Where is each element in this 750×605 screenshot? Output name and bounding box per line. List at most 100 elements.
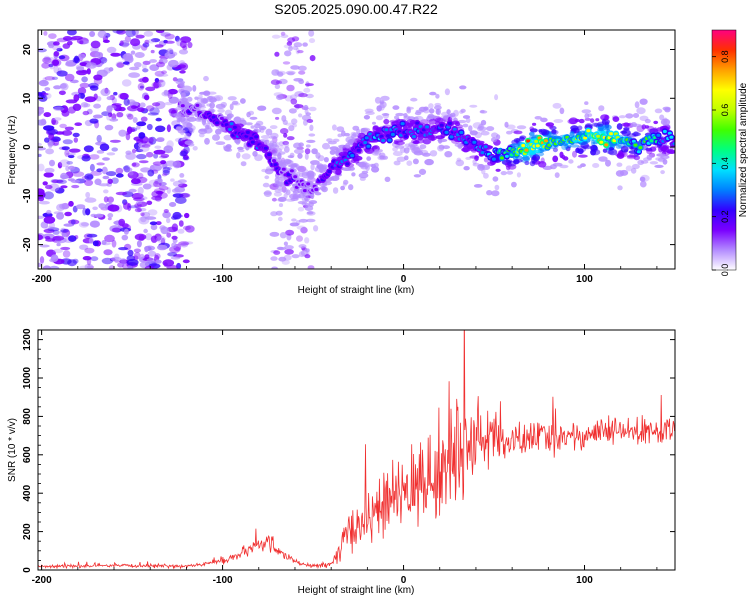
spectrogram-cell bbox=[283, 187, 288, 194]
spectrogram-cell bbox=[51, 179, 64, 184]
spectrogram-cell bbox=[144, 216, 157, 220]
spectrogram-cell bbox=[70, 179, 80, 184]
spectrogram-cell bbox=[45, 226, 55, 230]
spectrogram-cell bbox=[424, 158, 434, 166]
spectrogram-cell bbox=[308, 201, 314, 207]
spectrogram-cell bbox=[418, 168, 427, 175]
spectrogram-cell bbox=[134, 52, 145, 58]
spectrogram-cell bbox=[145, 105, 155, 112]
spectrogram-ridge-cell bbox=[483, 145, 488, 149]
spectrogram-cell bbox=[126, 258, 139, 266]
spectrogram-ridge-cell bbox=[390, 132, 395, 137]
spectrogram-cell bbox=[84, 197, 97, 203]
spectrogram-ridge-cell bbox=[327, 169, 332, 174]
spectrogram-cell bbox=[147, 169, 155, 177]
spectrogram-cell bbox=[115, 191, 128, 196]
spectrogram-cell bbox=[187, 41, 193, 49]
spectrogram-cell bbox=[297, 50, 304, 54]
spectrogram-cell bbox=[38, 196, 45, 202]
spectrogram-cell bbox=[130, 38, 141, 47]
spectrogram-cell bbox=[396, 156, 406, 162]
spectrogram-cell bbox=[632, 113, 640, 118]
spectrogram-cell bbox=[166, 48, 174, 54]
spectrogram-cell bbox=[626, 154, 636, 158]
spectrogram-cell bbox=[289, 222, 300, 227]
spectrogram-cell bbox=[56, 212, 65, 220]
spectrogram-cell bbox=[169, 202, 177, 207]
spectrogram-ridge-cell bbox=[599, 140, 604, 144]
spectrogram-cell bbox=[591, 139, 596, 147]
spectrogram-cell bbox=[528, 131, 535, 137]
spectrogram-cell bbox=[564, 143, 569, 149]
spectrogram-cell bbox=[39, 256, 45, 264]
spectrogram-ridge-cell bbox=[219, 116, 224, 120]
spectrogram-cell bbox=[166, 124, 171, 133]
spectrogram-ridge-cell bbox=[472, 140, 477, 144]
spectrogram-cell bbox=[639, 115, 649, 122]
spectrogram-cell bbox=[180, 192, 191, 198]
spectrogram-cell bbox=[72, 132, 80, 138]
spectrogram-cell bbox=[423, 108, 430, 114]
spectrogram-ridge-cell bbox=[656, 133, 661, 137]
spectrogram-cell bbox=[58, 90, 66, 96]
spectrogram-cell bbox=[298, 244, 307, 249]
spectrogram-cell bbox=[304, 237, 310, 244]
spectrogram-cell bbox=[313, 225, 319, 232]
spectrogram-cell bbox=[135, 148, 144, 153]
spectrogram-cell bbox=[298, 251, 305, 258]
spectrogram-cell bbox=[281, 115, 287, 122]
spectrogram-cell bbox=[43, 112, 52, 118]
spectrogram-cell bbox=[292, 190, 300, 194]
spectrogram-cell bbox=[472, 162, 480, 167]
spectrogram-cell bbox=[172, 211, 182, 220]
spectrogram-cell bbox=[89, 31, 96, 37]
spectrogram-cell bbox=[395, 112, 405, 117]
spectrogram-cell bbox=[114, 105, 123, 112]
spectrogram-cell bbox=[147, 112, 159, 116]
spectrogram-cell bbox=[420, 119, 429, 125]
spectrogram-cell bbox=[179, 40, 187, 49]
spectrogram-cell bbox=[480, 119, 487, 126]
spectrogram-cell bbox=[115, 173, 124, 178]
spectrogram-cell bbox=[351, 172, 356, 177]
spectrogram-cell bbox=[141, 63, 147, 70]
spectrogram-cell bbox=[45, 184, 53, 190]
spectrogram-cell bbox=[639, 98, 648, 105]
spectrogram-ridge-cell bbox=[345, 162, 350, 166]
spectrogram-cell bbox=[289, 94, 297, 100]
spectrogram-cell bbox=[42, 265, 52, 269]
spectrogram-ridge-cell bbox=[596, 134, 601, 138]
spectrogram-cell bbox=[123, 98, 130, 106]
spectrogram-cell bbox=[273, 191, 282, 197]
spectrogram-cell bbox=[38, 79, 49, 87]
spectrogram-cell bbox=[645, 125, 655, 130]
spectrogram-cell bbox=[363, 115, 370, 120]
spectrogram-cell bbox=[245, 122, 253, 126]
spectrogram-cell bbox=[337, 144, 347, 148]
spectrogram-cell bbox=[570, 125, 579, 131]
spectrogram-cell bbox=[154, 145, 162, 149]
spectrogram-ridge-cell bbox=[267, 152, 272, 157]
spectrogram-cell bbox=[495, 168, 501, 172]
spectrogram-cell bbox=[171, 188, 181, 193]
spectrogram-cell bbox=[179, 70, 186, 74]
spectrogram-cell bbox=[184, 212, 190, 219]
spectrogram-cell bbox=[172, 193, 184, 198]
spectrogram-cell bbox=[101, 257, 114, 265]
spectrogram-cell bbox=[462, 123, 469, 128]
spectrogram-cell bbox=[236, 152, 241, 159]
spectrogram-cell bbox=[329, 149, 336, 155]
spectrogram-cell bbox=[93, 74, 103, 81]
spectrogram-cell bbox=[305, 144, 311, 148]
spectrogram-cell bbox=[293, 104, 304, 109]
spectrogram-cell bbox=[630, 122, 637, 128]
spectrogram-cell bbox=[93, 93, 98, 100]
spectrogram-cell bbox=[444, 151, 453, 158]
spectrogram-cell bbox=[107, 204, 120, 212]
spectrogram-cell bbox=[584, 101, 589, 105]
spectrogram-cell bbox=[174, 35, 180, 42]
spectrogram-cell bbox=[181, 85, 193, 93]
y-tick-label: 400 bbox=[22, 484, 33, 501]
spectrogram-cell bbox=[202, 91, 210, 96]
spectrogram-cell bbox=[379, 155, 385, 160]
